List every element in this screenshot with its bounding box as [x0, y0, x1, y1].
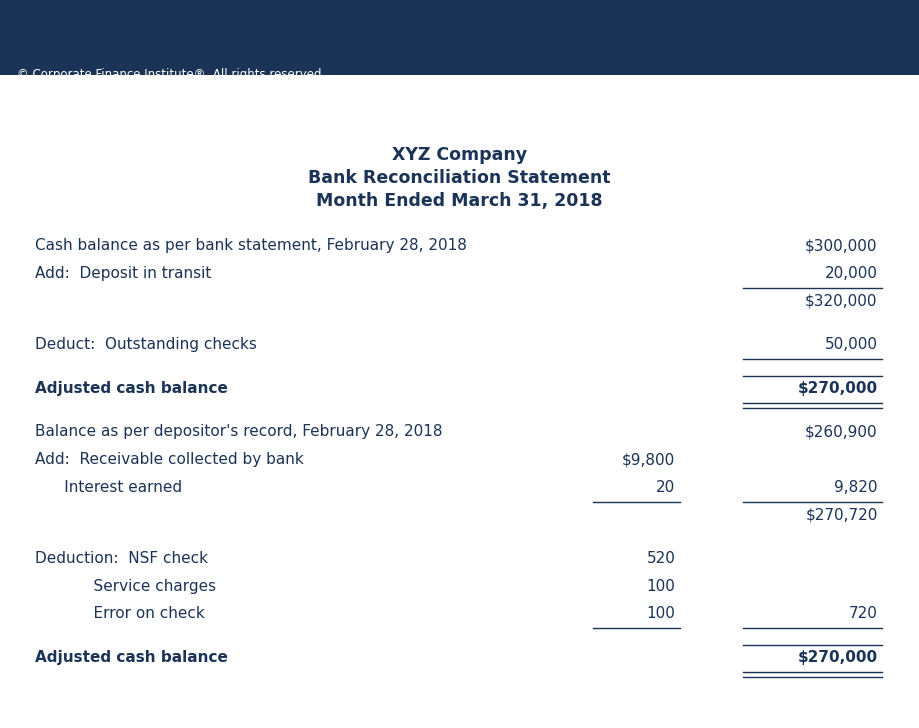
Text: Balance as per depositor's record, February 28, 2018: Balance as per depositor's record, Febru…	[35, 424, 442, 440]
Text: Deduct:  Outstanding checks: Deduct: Outstanding checks	[35, 337, 256, 352]
Text: $9,800: $9,800	[622, 452, 675, 467]
Text: 50,000: 50,000	[824, 337, 878, 352]
Text: 20,000: 20,000	[824, 266, 878, 281]
Text: Bank Reconciliation Statement: Bank Reconciliation Statement	[60, 100, 386, 119]
Text: Adjusted cash balance: Adjusted cash balance	[35, 381, 228, 396]
Text: Bank Reconciliation Statement: Bank Reconciliation Statement	[308, 169, 611, 187]
Text: Month Ended March 31, 2018: Month Ended March 31, 2018	[316, 192, 603, 210]
Text: Add:  Receivable collected by bank: Add: Receivable collected by bank	[35, 452, 303, 467]
Text: 100: 100	[647, 606, 675, 622]
Text: $260,900: $260,900	[805, 424, 878, 440]
Bar	[0, 0, 919, 75]
Text: © Corporate Finance Institute®. All rights reserved.: © Corporate Finance Institute®. All righ…	[17, 68, 324, 81]
Text: 720: 720	[849, 606, 878, 622]
Text: $300,000: $300,000	[805, 238, 878, 253]
Text: $270,720: $270,720	[805, 507, 878, 523]
Text: 520: 520	[647, 551, 675, 566]
Text: Error on check: Error on check	[35, 606, 205, 622]
Text: XYZ Company: XYZ Company	[391, 146, 528, 164]
Text: 9,820: 9,820	[834, 480, 878, 495]
Text: Cash balance as per bank statement, February 28, 2018: Cash balance as per bank statement, Febr…	[35, 238, 467, 253]
Text: $270,000: $270,000	[798, 650, 878, 665]
Text: 100: 100	[647, 579, 675, 594]
Text: $270,000: $270,000	[798, 381, 878, 396]
Text: Add:  Deposit in transit: Add: Deposit in transit	[35, 266, 211, 281]
Text: $320,000: $320,000	[805, 293, 878, 309]
Text: Deduction:  NSF check: Deduction: NSF check	[35, 551, 208, 566]
Text: Interest earned: Interest earned	[35, 480, 182, 495]
Text: Service charges: Service charges	[35, 579, 216, 594]
Text: 20: 20	[656, 480, 675, 495]
Text: Adjusted cash balance: Adjusted cash balance	[35, 650, 228, 665]
